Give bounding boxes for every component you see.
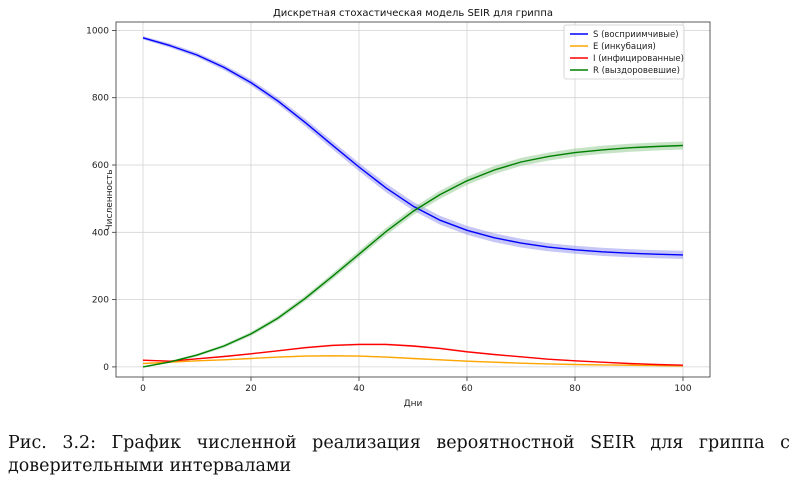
- legend-label: S (восприимчивые): [593, 30, 679, 40]
- x-axis-label: Дни: [404, 399, 423, 409]
- figure-caption: Рис. 3.2: График численной реализация ве…: [8, 433, 790, 476]
- y-tick-label: 200: [92, 296, 109, 306]
- y-tick-label: 1000: [86, 26, 109, 36]
- x-tick-label: 0: [140, 384, 146, 394]
- y-axis-label: Численность: [105, 169, 115, 230]
- legend: S (восприимчивые) E (инкубация) I (инфицир…: [563, 24, 685, 80]
- legend-label: E (инкубация): [593, 42, 656, 52]
- x-tick-label: 60: [461, 384, 473, 394]
- series-line-e: [142, 355, 684, 367]
- chart-title: Дискретная стохастическая модель SEIR дл…: [273, 8, 553, 19]
- grid: [116, 22, 710, 377]
- x-tick-label: 40: [353, 384, 365, 394]
- plot-area: [116, 22, 710, 377]
- legend-label: R (выздоровевшие): [593, 66, 680, 76]
- y-tick-label: 0: [103, 363, 109, 373]
- plot-frame: [115, 21, 711, 378]
- legend-label: I (инфицированные): [593, 54, 684, 64]
- series-line-i: [142, 343, 684, 366]
- legend-box: [563, 24, 685, 80]
- series-line-r: [142, 144, 684, 368]
- x-tick-label: 20: [245, 384, 257, 394]
- y-tick-label: 800: [92, 94, 109, 104]
- series-line-s: [142, 37, 684, 256]
- x-tick-label: 80: [569, 384, 581, 394]
- y-tick-label: 400: [92, 228, 109, 238]
- series-lines: [142, 37, 684, 368]
- x-tick-label: 100: [674, 384, 691, 394]
- chart: Дискретная стохастическая модель SEIR дл…: [86, 8, 711, 409]
- y-tick-label: 600: [92, 161, 109, 171]
